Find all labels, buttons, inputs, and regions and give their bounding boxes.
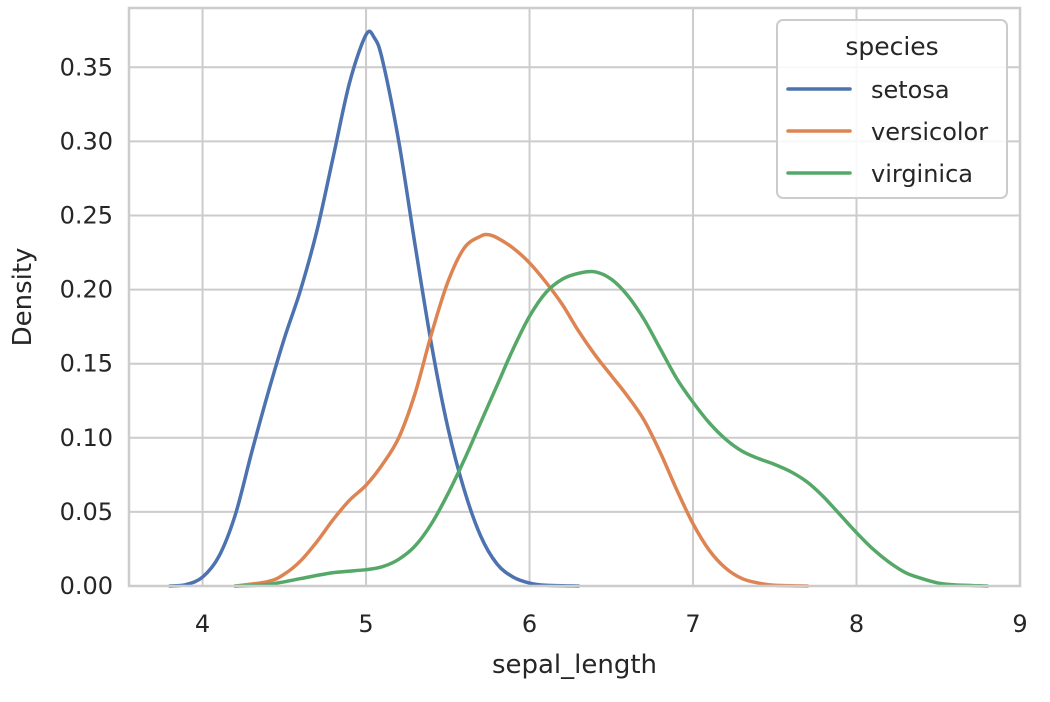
series-line-setosa — [168, 29, 581, 588]
series-line-versicolor — [233, 232, 810, 588]
y-tick-label: 0.05 — [60, 498, 113, 526]
series-line-virginica — [233, 269, 990, 588]
x-tick-label: 9 — [1012, 610, 1027, 638]
x-tick-labels: 4 5 6 7 8 9 — [195, 610, 1028, 638]
x-tick-label: 5 — [358, 610, 373, 638]
legend-title: species — [845, 32, 938, 61]
x-tick-label: 7 — [685, 610, 700, 638]
x-tick-label: 6 — [522, 610, 537, 638]
y-tick-label: 0.35 — [60, 53, 113, 81]
series-lines — [168, 29, 990, 588]
legend-entries: setosa versicolor virginica — [786, 76, 988, 188]
y-tick-label: 0.10 — [60, 424, 113, 452]
y-tick-label: 0.15 — [60, 350, 113, 378]
x-tick-label: 4 — [195, 610, 210, 638]
y-axis-title: Density — [8, 248, 38, 347]
y-tick-label: 0.20 — [60, 276, 113, 304]
plot-frame — [127, 6, 1022, 588]
y-tick-label: 0.00 — [60, 572, 113, 600]
legend: species setosa versicolor virginica — [776, 19, 1008, 199]
legend-box — [776, 19, 1008, 199]
legend-label-versicolor: versicolor — [871, 118, 988, 146]
legend-label-virginica: virginica — [871, 160, 973, 188]
x-axis-title: sepal_length — [492, 650, 657, 680]
y-tick-label: 0.30 — [60, 127, 113, 155]
x-tick-label: 8 — [849, 610, 864, 638]
legend-label-setosa: setosa — [871, 76, 950, 104]
y-tick-label: 0.25 — [60, 201, 113, 229]
y-tick-labels: 0.00 0.05 0.10 0.15 0.20 0.25 0.30 0.35 — [60, 53, 113, 600]
